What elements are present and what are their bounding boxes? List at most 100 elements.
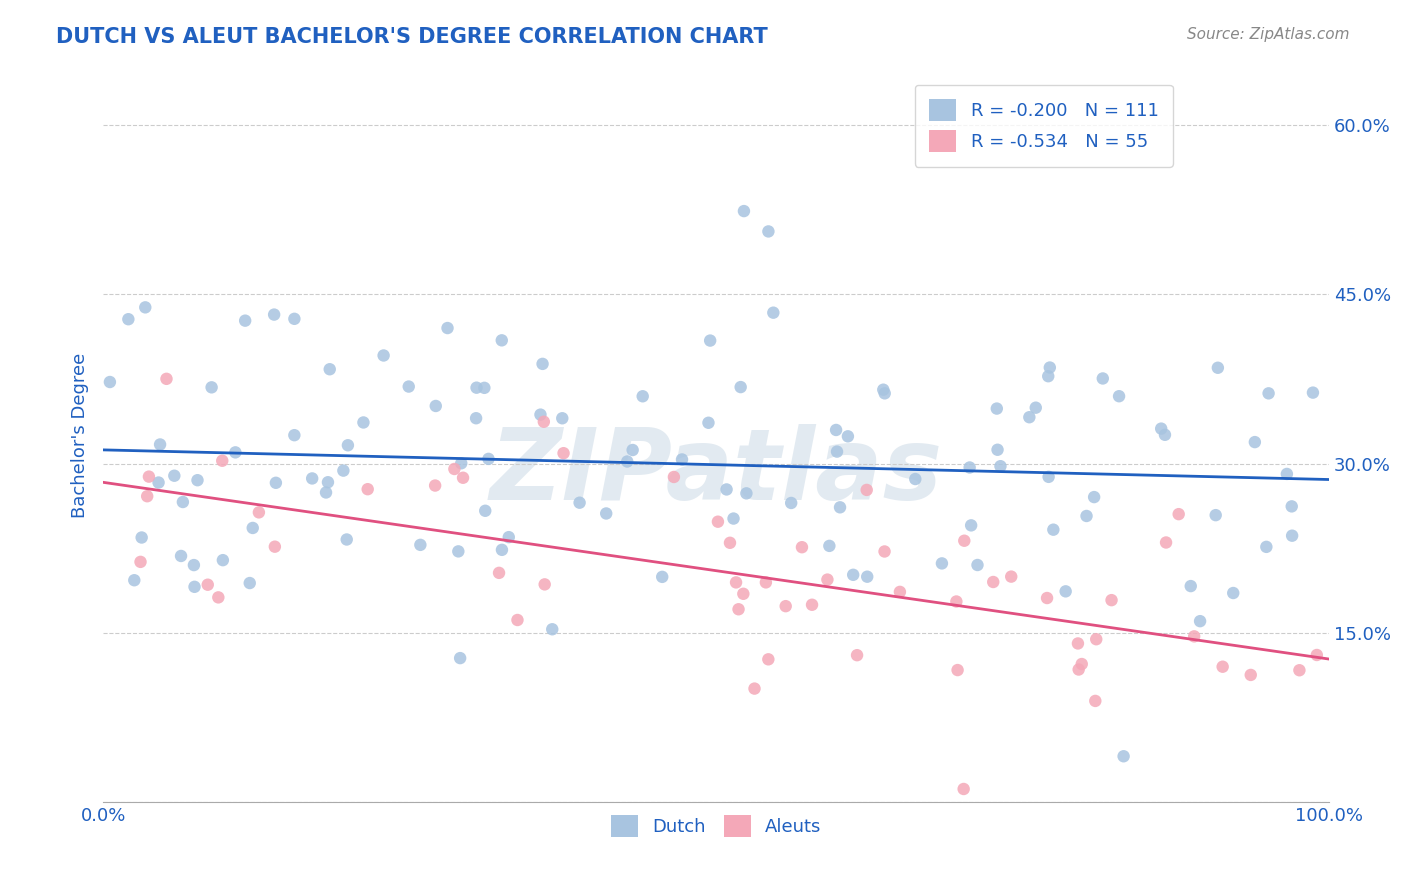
Point bbox=[211, 454, 233, 468]
Point bbox=[117, 312, 139, 326]
Point bbox=[735, 486, 758, 500]
Point bbox=[990, 459, 1012, 474]
Point bbox=[621, 442, 644, 457]
Point bbox=[616, 454, 638, 468]
Point bbox=[825, 423, 848, 437]
Text: Source: ZipAtlas.com: Source: ZipAtlas.com bbox=[1187, 27, 1350, 42]
Point bbox=[846, 648, 869, 663]
Point bbox=[733, 587, 755, 601]
Point bbox=[1076, 508, 1098, 523]
Point bbox=[1180, 579, 1202, 593]
Point bbox=[725, 575, 748, 590]
Point bbox=[651, 570, 673, 584]
Point bbox=[671, 452, 693, 467]
Point bbox=[1036, 591, 1059, 605]
Legend: Dutch, Aleuts: Dutch, Aleuts bbox=[603, 808, 828, 845]
Point bbox=[477, 451, 499, 466]
Point bbox=[873, 544, 896, 558]
Point bbox=[631, 389, 654, 403]
Point bbox=[332, 464, 354, 478]
Point bbox=[873, 386, 896, 401]
Point bbox=[436, 321, 458, 335]
Point bbox=[1281, 529, 1303, 543]
Y-axis label: Bachelor's Degree: Bachelor's Degree bbox=[72, 352, 89, 518]
Point bbox=[533, 415, 555, 429]
Point bbox=[488, 566, 510, 580]
Point bbox=[186, 473, 208, 487]
Point bbox=[727, 602, 749, 616]
Point bbox=[730, 380, 752, 394]
Point bbox=[960, 518, 983, 533]
Point bbox=[775, 599, 797, 614]
Point bbox=[1085, 632, 1108, 647]
Point bbox=[801, 598, 824, 612]
Point bbox=[1067, 663, 1090, 677]
Point bbox=[172, 495, 194, 509]
Point bbox=[264, 475, 287, 490]
Point bbox=[131, 531, 153, 545]
Point bbox=[716, 483, 738, 497]
Point bbox=[498, 530, 520, 544]
Point bbox=[986, 442, 1008, 457]
Point bbox=[373, 349, 395, 363]
Point bbox=[233, 313, 256, 327]
Point bbox=[301, 471, 323, 485]
Point bbox=[1000, 569, 1022, 583]
Point bbox=[155, 372, 177, 386]
Point bbox=[163, 468, 186, 483]
Point bbox=[758, 224, 780, 238]
Point bbox=[1206, 360, 1229, 375]
Point bbox=[409, 538, 432, 552]
Point bbox=[744, 681, 766, 696]
Point bbox=[1101, 593, 1123, 607]
Point bbox=[1039, 360, 1062, 375]
Point bbox=[134, 301, 156, 315]
Point bbox=[465, 381, 488, 395]
Point bbox=[697, 416, 720, 430]
Point bbox=[946, 663, 969, 677]
Point bbox=[149, 437, 172, 451]
Point bbox=[263, 540, 285, 554]
Point bbox=[1083, 490, 1105, 504]
Point bbox=[263, 308, 285, 322]
Point bbox=[129, 555, 152, 569]
Point bbox=[98, 375, 121, 389]
Point bbox=[352, 416, 374, 430]
Point bbox=[1240, 668, 1263, 682]
Point bbox=[1154, 535, 1177, 549]
Point bbox=[183, 558, 205, 572]
Point bbox=[425, 399, 447, 413]
Point bbox=[718, 536, 741, 550]
Point bbox=[319, 362, 342, 376]
Point bbox=[1302, 385, 1324, 400]
Point bbox=[595, 507, 617, 521]
Point bbox=[1275, 467, 1298, 481]
Point bbox=[904, 472, 927, 486]
Point bbox=[953, 533, 976, 548]
Point bbox=[733, 204, 755, 219]
Point bbox=[1042, 523, 1064, 537]
Point bbox=[828, 500, 851, 515]
Text: ZIPatlas: ZIPatlas bbox=[489, 424, 942, 521]
Point bbox=[283, 428, 305, 442]
Point bbox=[756, 652, 779, 666]
Point bbox=[336, 438, 359, 452]
Point bbox=[183, 580, 205, 594]
Point bbox=[533, 577, 555, 591]
Point bbox=[790, 540, 813, 554]
Point bbox=[1084, 694, 1107, 708]
Point bbox=[1112, 749, 1135, 764]
Point bbox=[1205, 508, 1227, 523]
Point bbox=[699, 334, 721, 348]
Point bbox=[1222, 586, 1244, 600]
Point bbox=[247, 505, 270, 519]
Point bbox=[723, 511, 745, 525]
Point bbox=[1054, 584, 1077, 599]
Point bbox=[136, 489, 159, 503]
Point bbox=[449, 651, 471, 665]
Point bbox=[451, 471, 474, 485]
Point bbox=[818, 539, 841, 553]
Point bbox=[1281, 500, 1303, 514]
Point bbox=[1091, 371, 1114, 385]
Point bbox=[1167, 507, 1189, 521]
